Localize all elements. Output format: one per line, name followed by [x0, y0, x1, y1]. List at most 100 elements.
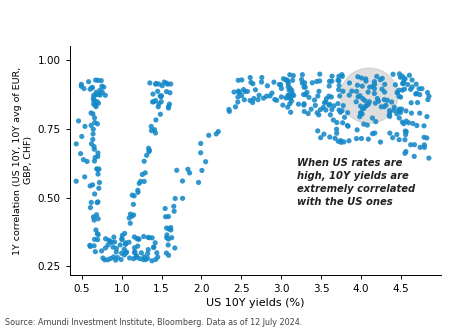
Point	[158, 83, 166, 88]
Point	[149, 91, 157, 97]
Point	[97, 92, 104, 98]
Point	[378, 87, 386, 92]
Point	[301, 101, 308, 106]
Point	[135, 237, 143, 242]
Point	[407, 142, 414, 147]
Point	[90, 144, 98, 149]
Point	[248, 80, 255, 85]
Point	[425, 156, 432, 161]
Point	[114, 255, 121, 260]
Point	[152, 98, 159, 103]
Point	[423, 114, 431, 119]
Point	[136, 256, 144, 261]
Point	[93, 166, 100, 171]
Point	[119, 233, 126, 238]
Point	[416, 92, 423, 97]
Point	[143, 153, 150, 158]
Point	[140, 159, 148, 164]
Point	[316, 78, 323, 84]
Point	[403, 118, 410, 124]
Point	[142, 170, 149, 175]
Point	[336, 93, 343, 99]
Point	[282, 77, 289, 82]
Point	[148, 258, 156, 264]
Point	[403, 129, 410, 134]
Point	[315, 89, 323, 94]
Point	[371, 131, 378, 136]
Point	[381, 104, 388, 109]
Point	[235, 89, 242, 94]
Point	[302, 85, 309, 90]
Point	[162, 206, 169, 211]
Point	[133, 253, 140, 258]
Point	[405, 120, 412, 125]
Point	[401, 137, 409, 142]
Point	[286, 88, 293, 93]
Point	[141, 254, 148, 260]
Point	[344, 110, 351, 115]
Point	[412, 91, 419, 97]
Point	[364, 89, 372, 95]
Point	[108, 240, 115, 245]
Point	[230, 89, 238, 95]
Point	[338, 108, 346, 114]
Point	[241, 97, 248, 102]
Point	[90, 131, 97, 137]
Point	[133, 255, 140, 260]
Point	[413, 82, 420, 87]
Point	[155, 101, 162, 106]
Point	[247, 98, 254, 103]
Point	[314, 110, 321, 115]
Point	[325, 103, 333, 108]
Point	[320, 132, 328, 137]
Point	[335, 87, 342, 92]
Point	[327, 112, 334, 117]
Point	[173, 168, 180, 173]
Point	[133, 236, 140, 241]
Point	[407, 87, 414, 92]
Point	[315, 112, 322, 117]
Point	[152, 130, 159, 136]
Point	[241, 89, 248, 94]
Point	[425, 94, 432, 99]
Point	[213, 131, 220, 137]
Point	[146, 80, 153, 86]
Point	[179, 178, 186, 184]
Point	[88, 141, 95, 146]
Point	[394, 90, 401, 95]
Point	[197, 141, 204, 146]
Point	[311, 97, 318, 103]
Point	[355, 94, 362, 99]
Point	[393, 111, 400, 116]
Point	[381, 97, 388, 102]
Point	[202, 159, 209, 164]
Point	[300, 103, 307, 108]
Point	[154, 254, 161, 260]
Point	[278, 86, 285, 91]
Point	[153, 81, 160, 86]
Point	[285, 81, 292, 87]
Point	[338, 140, 345, 145]
Point	[123, 249, 130, 255]
Point	[145, 149, 153, 154]
Point	[359, 112, 366, 117]
Point	[151, 127, 158, 132]
Point	[234, 99, 241, 105]
Point	[226, 109, 233, 114]
Point	[364, 122, 371, 128]
Point	[86, 183, 94, 189]
Point	[91, 115, 98, 120]
Point	[99, 89, 106, 95]
Point	[144, 247, 152, 252]
Point	[392, 82, 399, 88]
Point	[165, 253, 172, 258]
Point	[94, 237, 101, 242]
Point	[205, 133, 212, 138]
Point	[289, 78, 296, 83]
Point	[90, 95, 97, 101]
Point	[75, 118, 82, 124]
Point	[290, 73, 297, 78]
Point	[346, 92, 353, 98]
Point	[100, 85, 108, 90]
Point	[398, 107, 405, 112]
